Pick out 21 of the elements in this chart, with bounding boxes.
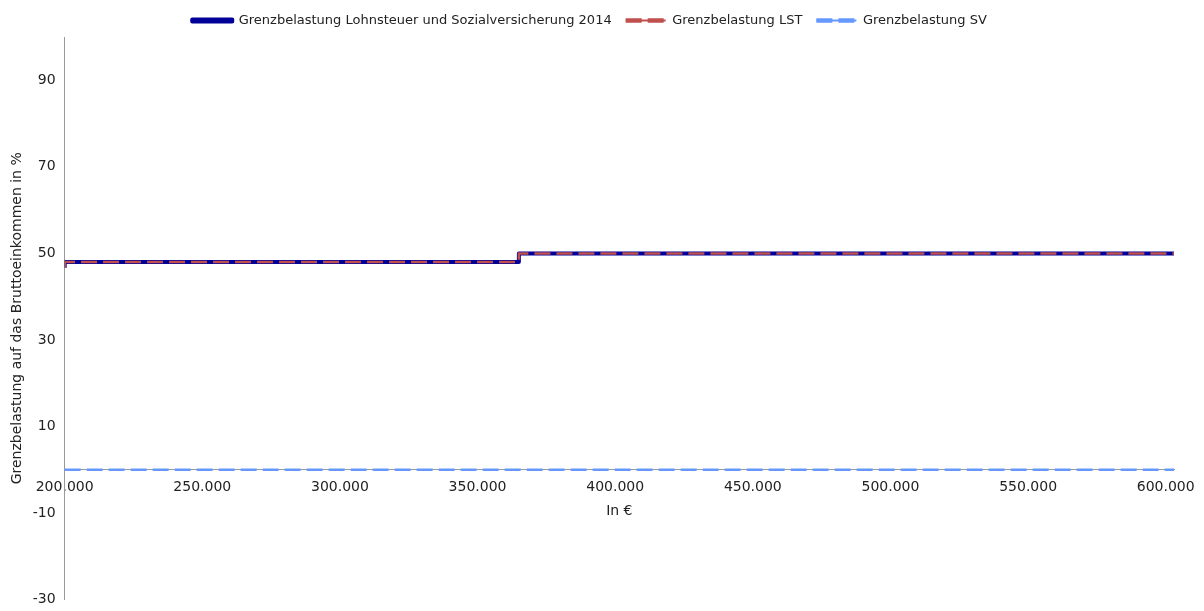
x-axis-title: In € (606, 501, 633, 518)
y-tick-label: -10 (32, 503, 56, 520)
y-tick-label: -30 (32, 590, 56, 607)
y-tick-label: 30 (37, 330, 56, 347)
y-tick-label: 90 (37, 70, 56, 87)
y-tick-label: 70 (37, 157, 56, 174)
legend-label: Grenzbelastung Lohnsteuer und Sozialversicherung 2014 (238, 11, 612, 27)
y-axis-title: Grenzbelastung auf das Bruttoeinkommen in % (8, 152, 25, 485)
x-tick-label: 300.000 (310, 477, 369, 494)
x-tick-label: 400.000 (586, 477, 645, 494)
legend-label: Grenzbelastung SV (862, 11, 987, 27)
x-tick-label: 500.000 (861, 477, 920, 494)
x-tick-label: 600.000 (1136, 477, 1195, 494)
x-tick-label: 200.000 (35, 477, 94, 494)
legend-label: Grenzbelastung LST (672, 11, 803, 27)
y-tick-label: 10 (37, 417, 56, 434)
x-tick-label: 350.000 (448, 477, 507, 494)
y-tick-label: 50 (37, 244, 56, 261)
x-tick-label: 550.000 (999, 477, 1058, 494)
x-tick-label: 250.000 (173, 477, 232, 494)
x-tick-label: 450.000 (723, 477, 782, 494)
